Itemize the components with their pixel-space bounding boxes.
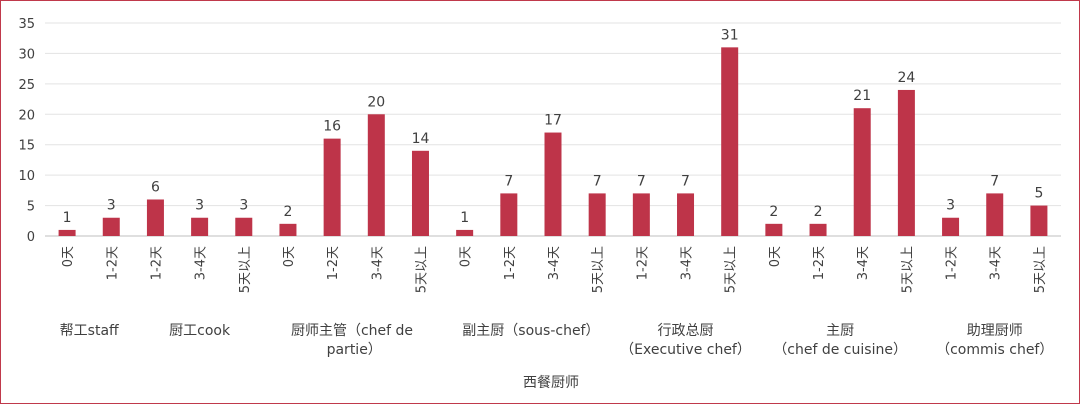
x-tick-label: 5天以上	[591, 246, 606, 293]
bar	[721, 47, 739, 236]
bars	[58, 47, 1048, 236]
group-label: 主厨（chef de cuisine）	[773, 323, 907, 358]
x-tick-label: 0天	[768, 246, 783, 267]
data-label: 7	[593, 173, 602, 189]
x-axis-title: 西餐厨师	[523, 375, 579, 391]
x-tick-label: 5天以上	[724, 246, 739, 293]
bar	[677, 193, 695, 236]
y-tick-label: 35	[18, 17, 35, 32]
data-label: 2	[814, 204, 823, 220]
bar	[58, 229, 76, 236]
x-tick-label: 1-2天	[149, 246, 164, 280]
x-tick-label: 5天以上	[1033, 246, 1048, 293]
bar	[897, 89, 915, 236]
bar	[456, 229, 474, 236]
data-label: 5	[1034, 186, 1043, 202]
group-label: 助理厨师（commis chef）	[936, 323, 1053, 358]
data-label: 7	[681, 173, 690, 189]
data-label: 7	[504, 173, 513, 189]
x-tick-label: 1-2天	[635, 246, 650, 280]
group-label: 副主厨（sous-chef）	[462, 323, 599, 339]
bar	[279, 223, 297, 236]
data-label: 16	[323, 119, 341, 135]
data-label: 1	[460, 210, 469, 226]
data-label: 3	[239, 198, 248, 214]
x-tick-label: 3-4天	[547, 246, 562, 280]
data-label: 3	[195, 198, 204, 214]
data-label: 31	[721, 27, 739, 43]
data-label: 14	[412, 131, 430, 147]
bar	[235, 217, 253, 236]
bar	[500, 193, 518, 236]
bar	[191, 217, 209, 236]
data-label: 17	[544, 113, 562, 129]
y-axis-ticks: 0 5 10 15 20 25 30 35	[18, 17, 35, 245]
group-label: 帮工staff	[60, 323, 119, 339]
x-tick-label: 0天	[459, 246, 474, 267]
bar	[323, 138, 341, 236]
category-labels: 0天 1-2天 1-2天 3-4天 5天以上 0天 1-2天 3-4天 5天以上 0天 1-2天 3-…	[61, 246, 1048, 293]
y-tick-label: 30	[18, 47, 35, 62]
y-tick-label: 15	[18, 139, 35, 154]
y-tick-label: 20	[18, 108, 35, 123]
x-tick-label: 1-2天	[812, 246, 827, 280]
x-tick-label: 0天	[282, 246, 297, 267]
data-label: 3	[107, 198, 116, 214]
y-tick-label: 0	[27, 230, 35, 245]
group-labels: 帮工staff 厨工cook 厨师主管（chef de partie） 副主厨（sou…	[60, 323, 1054, 358]
x-tick-label: 1-2天	[503, 246, 518, 280]
data-label: 2	[283, 204, 292, 220]
bar	[146, 199, 164, 236]
x-tick-label: 5天以上	[238, 246, 253, 293]
data-label: 2	[769, 204, 778, 220]
x-tick-label: 3-4天	[370, 246, 385, 280]
y-tick-label: 10	[18, 169, 35, 184]
bar	[765, 223, 783, 236]
data-label: 21	[853, 88, 871, 104]
x-tick-label: 5天以上	[900, 246, 915, 293]
bar	[102, 217, 120, 236]
bar	[588, 193, 606, 236]
x-tick-label: 1-2天	[105, 246, 120, 280]
bar	[411, 150, 429, 236]
y-tick-label: 25	[18, 78, 35, 93]
group-label: 厨师主管（chef de partie）	[291, 323, 418, 358]
x-tick-label: 3-4天	[194, 246, 209, 280]
x-tick-label: 1-2天	[945, 246, 960, 280]
data-label: 1	[63, 210, 72, 226]
bar	[853, 108, 871, 236]
bar	[367, 114, 385, 236]
data-label: 3	[946, 198, 955, 214]
data-label: 7	[637, 173, 646, 189]
group-label: 厨工cook	[169, 323, 231, 339]
data-label: 24	[897, 70, 915, 86]
bar	[986, 193, 1004, 236]
group-label: 行政总厨（Executive chef）	[620, 323, 751, 358]
bar	[1030, 205, 1048, 236]
data-label: 7	[990, 173, 999, 189]
bar	[544, 132, 562, 236]
x-tick-label: 3-4天	[680, 246, 695, 280]
x-tick-label: 1-2天	[326, 246, 341, 280]
y-tick-label: 5	[27, 200, 35, 215]
x-tick-label: 3-4天	[989, 246, 1004, 280]
x-tick-label: 3-4天	[856, 246, 871, 280]
x-tick-label: 5天以上	[414, 246, 429, 293]
data-label: 6	[151, 179, 160, 195]
bar	[632, 193, 650, 236]
bar	[809, 223, 827, 236]
data-label: 20	[367, 94, 385, 110]
bar	[942, 217, 960, 236]
x-tick-label: 0天	[61, 246, 76, 267]
